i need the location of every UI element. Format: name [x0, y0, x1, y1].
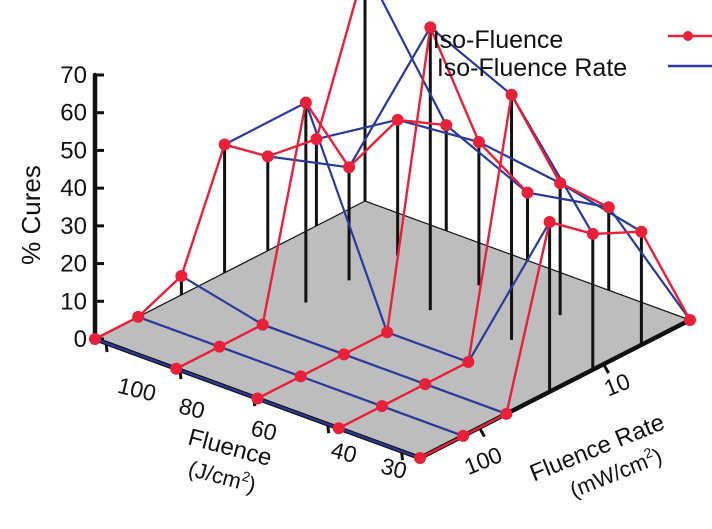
z-tick-label: 60 [60, 100, 87, 127]
data-point [251, 392, 264, 405]
data-point [132, 310, 145, 323]
legend-iso-fluence-label: Iso-Fluence [433, 26, 564, 54]
fluence-tick-label: 40 [328, 437, 359, 468]
data-point [419, 378, 432, 391]
z-tick-label: 40 [60, 175, 87, 202]
data-point [505, 88, 518, 101]
legend-iso-fluence-rate-label: Iso-Fluence Rate [437, 54, 627, 82]
data-point [635, 225, 648, 238]
fluence-rate-tick-mark [602, 363, 610, 374]
data-point [332, 422, 345, 435]
z-axis-ticks: 0 10 20 30 40 50 60 70 [60, 62, 104, 353]
data-point [213, 340, 226, 353]
legend-iso-fluence-marker [683, 31, 693, 41]
data-point [424, 21, 437, 34]
z-tick-label: 50 [60, 137, 87, 164]
fluence-rate-tick-mark [478, 426, 486, 438]
data-point [89, 333, 101, 345]
data-point [294, 370, 307, 383]
data-point [500, 407, 513, 420]
data-point [343, 161, 356, 174]
data-point [554, 177, 567, 190]
legend: Iso-Fluence Iso-Fluence Rate [433, 26, 712, 82]
data-point [543, 216, 556, 229]
fluence-unit-sup: 2 [240, 468, 252, 486]
data-point [261, 150, 274, 163]
z-axis-title: % Cures [16, 165, 46, 265]
fluence-axis-ticks: 100 80 60 40 30 [104, 342, 409, 484]
fluence-rate-tick-label: 10 [600, 368, 633, 402]
fluence-tick-label: 60 [248, 415, 279, 446]
data-point [457, 429, 470, 442]
z-tick-label: 70 [60, 62, 87, 89]
data-point [256, 318, 269, 331]
data-point [602, 201, 615, 214]
fluence-tick-label: 100 [115, 372, 159, 407]
data-point [414, 452, 426, 464]
data-point [472, 136, 485, 149]
data-point [684, 314, 696, 326]
data-point [170, 362, 183, 375]
data-point [218, 138, 231, 151]
fluence-tick-label: 80 [176, 393, 207, 424]
data-points [89, 21, 696, 464]
data-point [462, 356, 475, 369]
z-tick-label: 20 [60, 251, 87, 278]
fluence-tick-mark [326, 424, 331, 434]
drop-lines [179, 0, 643, 392]
data-point [299, 96, 312, 109]
data-point [310, 133, 323, 146]
data-point [586, 227, 599, 240]
z-tick-label: 30 [60, 213, 87, 240]
data-point [391, 113, 404, 126]
data-point [175, 269, 188, 282]
z-tick-label: 0 [74, 326, 87, 353]
data-point [375, 400, 388, 413]
fluence-tick-label: 30 [378, 453, 409, 484]
fluence-tick-mark [104, 342, 109, 353]
data-point [337, 348, 350, 361]
data-point [381, 326, 394, 339]
z-tick-label: 10 [60, 288, 87, 315]
fluence-rate-axis-title: Fluence Rate (mW/cm2) [526, 409, 668, 503]
data-point [521, 186, 534, 199]
fluence-rate-tick-label: 100 [460, 441, 505, 479]
data-point [440, 119, 453, 132]
fluence-tick-mark [400, 451, 405, 461]
